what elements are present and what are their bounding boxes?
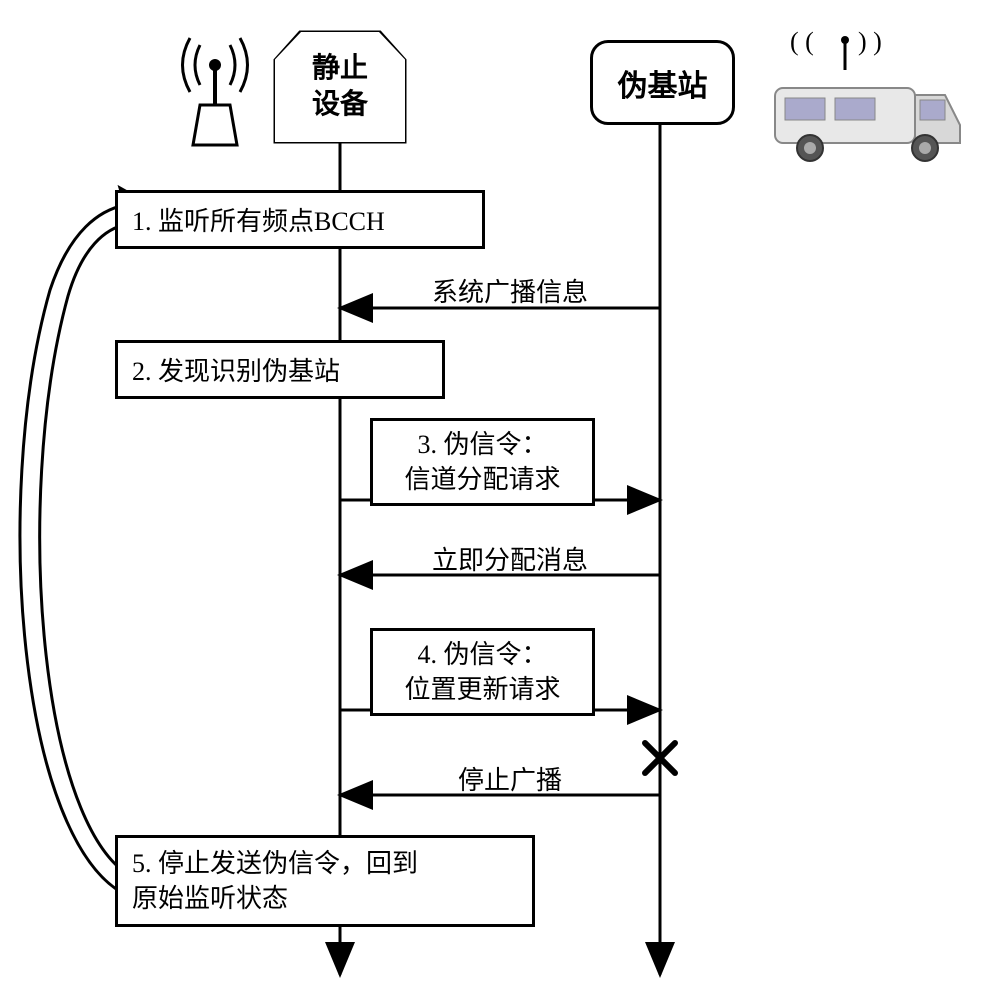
actor-static-label: 静止 设备 xyxy=(312,51,368,124)
actor-fake-basestation: 伪基站 xyxy=(590,40,735,125)
actor-fake-label: 伪基站 xyxy=(618,61,708,105)
loop-arrow xyxy=(20,188,165,900)
step-1-label: 1. 监听所有频点BCCH xyxy=(132,207,385,236)
step-3-line1: 3. 伪信令： xyxy=(383,427,582,462)
step-5-box: 5. 停止发送伪信令，回到 原始监听状态 xyxy=(115,835,535,927)
svg-text:( (: ( ( xyxy=(790,27,814,56)
msg-3-label: 停止广播 xyxy=(435,760,585,797)
step-4-line2: 位置更新请求 xyxy=(383,672,582,707)
step-1-box: 1. 监听所有频点BCCH xyxy=(115,190,485,249)
step-5-line2: 原始监听状态 xyxy=(132,881,518,916)
step-5-line1: 5. 停止发送伪信令，回到 xyxy=(132,846,518,881)
step-2-box: 2. 发现识别伪基站 xyxy=(115,340,445,399)
msg-2-label: 立即分配消息 xyxy=(410,540,610,577)
step-4-line1: 4. 伪信令： xyxy=(383,637,582,672)
step-3-box: 3. 伪信令： 信道分配请求 xyxy=(370,418,595,506)
svg-text:) ): ) ) xyxy=(858,27,882,56)
van-antenna-icon: ( ( ) ) xyxy=(790,27,882,70)
antenna-tower-icon xyxy=(183,38,248,145)
actor-static-device: 静止 设备 xyxy=(275,32,405,142)
step-2-label: 2. 发现识别伪基站 xyxy=(132,357,340,386)
step-4-box: 4. 伪信令： 位置更新请求 xyxy=(370,628,595,716)
msg-1-label: 系统广播信息 xyxy=(410,272,610,309)
step-3-line2: 信道分配请求 xyxy=(383,462,582,497)
van-icon xyxy=(775,88,960,161)
